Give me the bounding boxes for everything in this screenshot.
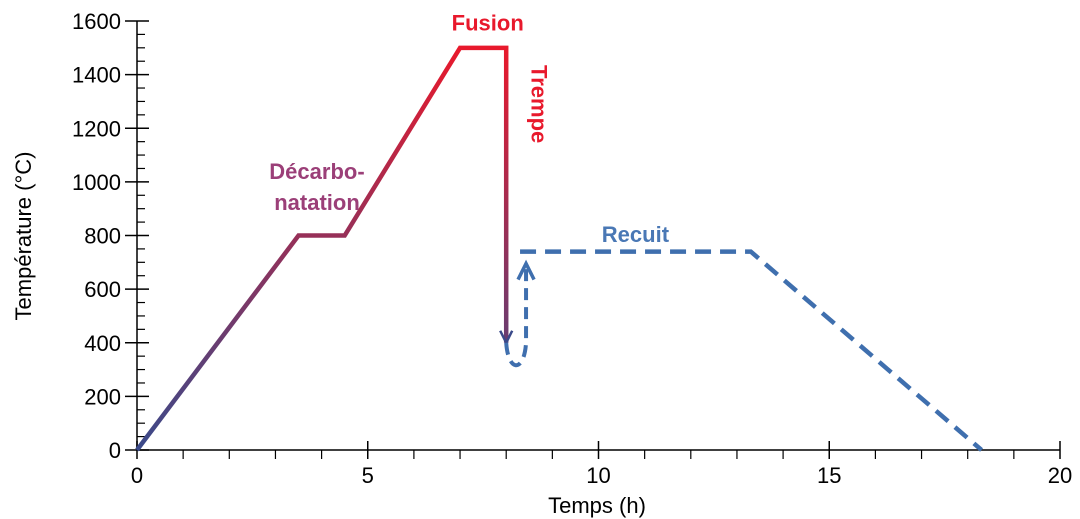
x-tick-label: 10 xyxy=(586,463,610,488)
y-tick-label: 1000 xyxy=(72,170,121,195)
x-axis-title: Temps (h) xyxy=(548,493,646,518)
quench-arrows xyxy=(499,259,536,367)
thermal-cycle-line xyxy=(135,45,509,452)
y-tick-label: 400 xyxy=(84,331,121,356)
x-tick-label: 5 xyxy=(362,463,374,488)
annotation-label: Fusion xyxy=(452,10,524,35)
x-tick-label: 20 xyxy=(1048,463,1072,488)
y-tick-label: 1600 xyxy=(72,9,121,34)
annotation-label: Recuit xyxy=(602,222,670,247)
y-tick-label: 1200 xyxy=(72,116,121,141)
y-tick-label: 1400 xyxy=(72,63,121,88)
y-tick-label: 200 xyxy=(84,384,121,409)
series xyxy=(135,45,984,452)
y-tick-label: 0 xyxy=(109,438,121,463)
annotations: Fusion Trempe Décarbo-natation Recuit xyxy=(269,10,669,247)
annealing-line xyxy=(520,249,984,452)
y-axis-title: Température (°C) xyxy=(11,152,36,321)
y-tick-label: 800 xyxy=(84,224,121,249)
annotation-label: Décarbo- xyxy=(269,159,364,184)
reheat-arrow-head xyxy=(516,259,536,281)
axes xyxy=(136,21,1060,451)
annotation-label: natation xyxy=(274,190,360,215)
x-tick-label: 0 xyxy=(131,463,143,488)
reheat-loop xyxy=(504,265,529,367)
annotation-label: Trempe xyxy=(527,65,552,143)
y-tick-label: 600 xyxy=(84,277,121,302)
x-tick-label: 15 xyxy=(817,463,841,488)
